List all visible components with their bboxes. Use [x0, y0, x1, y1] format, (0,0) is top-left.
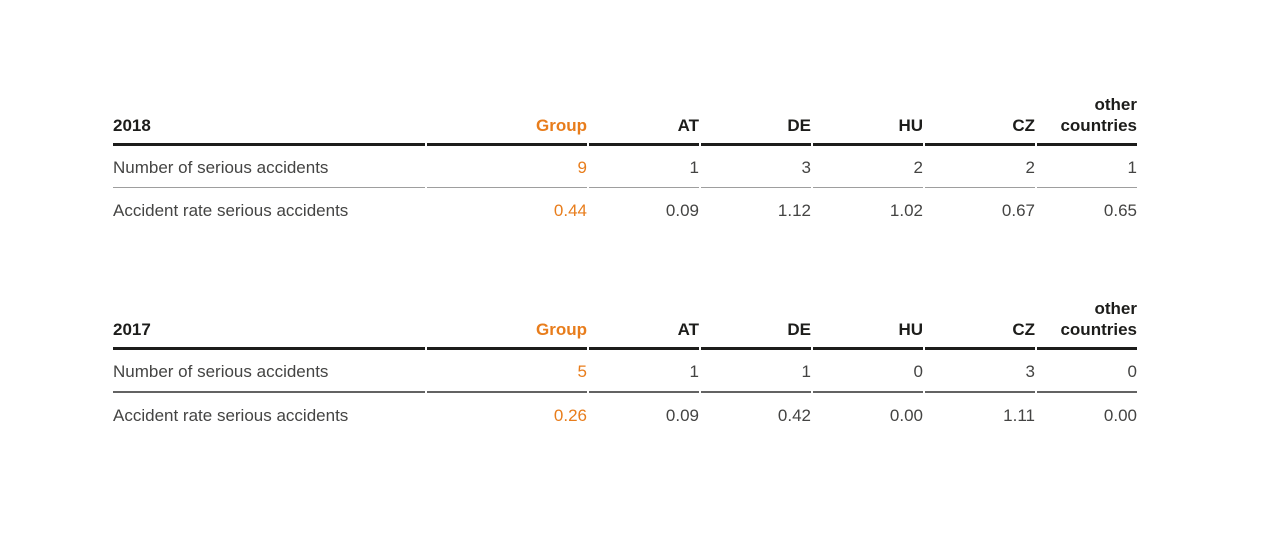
cell-value-hu: 1.02: [889, 201, 923, 220]
cell-value-de: 3: [701, 146, 811, 188]
row-label: Number of serious accidents: [113, 350, 425, 393]
header-row: 2018 Group AT DE HU CZ other countries: [113, 94, 1137, 146]
cell-value-cz: 1.11: [1003, 406, 1035, 425]
accidents-table-2018: 2018 Group AT DE HU CZ other countries N…: [111, 94, 1139, 231]
table-row: Accident rate serious accidents 0.44 0.0…: [113, 188, 1137, 231]
cell-value-other: 1: [1037, 146, 1137, 188]
column-header-other-countries: other countries: [1037, 298, 1137, 350]
cell-value-at: 0.09: [665, 201, 699, 220]
cell-value-de: 1.12: [777, 201, 811, 220]
column-header-at: AT: [589, 298, 699, 350]
cell-value-other: 0: [1037, 350, 1137, 393]
cell-value-at: 1: [589, 146, 699, 188]
column-header-de: DE: [701, 298, 811, 350]
column-header-at: AT: [589, 94, 699, 146]
cell-value-group: 0.26: [553, 406, 587, 425]
cell-value-hu: 0.00: [889, 406, 923, 425]
cell-value-de: 1: [701, 350, 811, 393]
accidents-table-2017: 2017 Group AT DE HU CZ other countries N…: [111, 298, 1139, 436]
cell-value-cz: 0.67: [1001, 201, 1035, 220]
table-year-header: 2017: [113, 298, 425, 350]
cell-value-hu: 2: [813, 146, 923, 188]
column-header-cz: CZ: [925, 298, 1035, 350]
cell-value-group: 5: [427, 350, 587, 393]
column-header-group: Group: [427, 298, 587, 350]
header-row: 2017 Group AT DE HU CZ other countries: [113, 298, 1137, 350]
cell-value-at: 0.09: [665, 406, 699, 425]
cell-value-hu: 0: [813, 350, 923, 393]
table-row: Number of serious accidents 9 1 3 2 2 1: [113, 146, 1137, 188]
cell-value-other: 0.65: [1103, 201, 1137, 220]
cell-value-at: 1: [589, 350, 699, 393]
cell-value-cz: 2: [925, 146, 1035, 188]
column-header-other-countries-label: other countries: [1060, 95, 1137, 135]
cell-value-other: 0.00: [1103, 406, 1137, 425]
column-header-group: Group: [427, 94, 587, 146]
column-header-other-countries: other countries: [1037, 94, 1137, 146]
table-row: Accident rate serious accidents 0.26 0.0…: [113, 393, 1137, 436]
row-label: Number of serious accidents: [113, 146, 425, 188]
cell-value-de: 0.42: [777, 406, 811, 425]
column-header-hu: HU: [813, 94, 923, 146]
tables-container: 2018 Group AT DE HU CZ other countries N…: [113, 94, 1139, 436]
table-row: Number of serious accidents 5 1 1 0 3 0: [113, 350, 1137, 393]
table-year-header: 2018: [113, 94, 425, 146]
cell-value-cz: 3: [925, 350, 1035, 393]
row-label: Accident rate serious accidents: [113, 406, 349, 425]
cell-value-group: 9: [427, 146, 587, 188]
row-label: Accident rate serious accidents: [113, 201, 349, 220]
column-header-de: DE: [701, 94, 811, 146]
column-header-cz: CZ: [925, 94, 1035, 146]
cell-value-group: 0.44: [553, 201, 587, 220]
column-header-other-countries-label: other countries: [1060, 299, 1137, 339]
column-header-hu: HU: [813, 298, 923, 350]
